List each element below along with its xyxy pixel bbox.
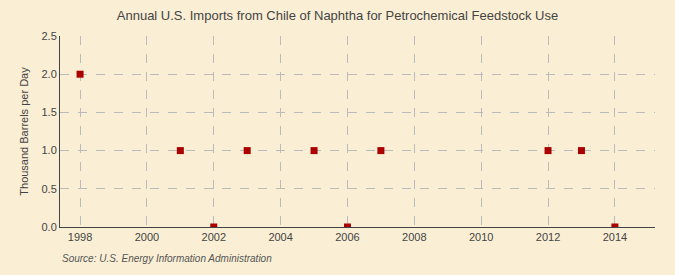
svg-text:2.5: 2.5 — [42, 30, 57, 42]
svg-text:1.5: 1.5 — [42, 106, 57, 118]
svg-text:2004: 2004 — [268, 231, 292, 243]
svg-text:2.0: 2.0 — [42, 68, 57, 80]
svg-text:0.0: 0.0 — [42, 221, 57, 233]
svg-text:Thousand Barrels per Day: Thousand Barrels per Day — [18, 67, 30, 196]
svg-text:Annual U.S. Imports from Chile: Annual U.S. Imports from Chile of Naphth… — [117, 8, 558, 23]
svg-text:0.5: 0.5 — [42, 183, 57, 195]
svg-text:2000: 2000 — [135, 231, 159, 243]
svg-text:2002: 2002 — [202, 231, 226, 243]
svg-text:2014: 2014 — [603, 231, 627, 243]
svg-text:1998: 1998 — [68, 231, 92, 243]
svg-text:1.0: 1.0 — [42, 144, 57, 156]
svg-text:2012: 2012 — [536, 231, 560, 243]
svg-text:Source: U.S. Energy Informatio: Source: U.S. Energy Information Administ… — [62, 253, 272, 264]
svg-text:2010: 2010 — [469, 231, 493, 243]
svg-text:2008: 2008 — [402, 231, 426, 243]
svg-text:2006: 2006 — [335, 231, 359, 243]
